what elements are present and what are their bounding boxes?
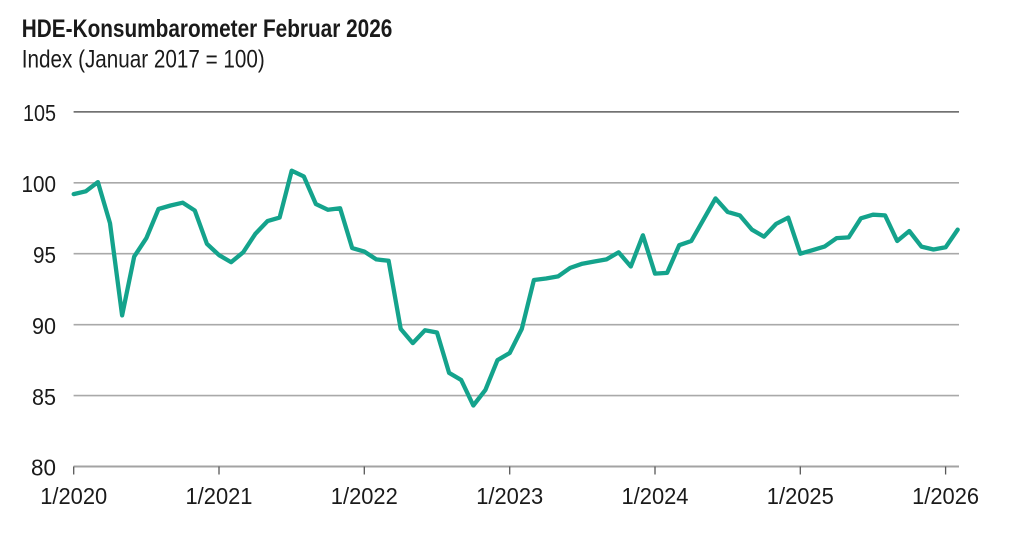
svg-text:Index (Januar 2017 = 100): Index (Januar 2017 = 100) (22, 45, 265, 73)
svg-text:85: 85 (32, 384, 56, 410)
svg-text:1/2020: 1/2020 (40, 483, 107, 509)
svg-text:HDE-Konsumbarometer Februar 20: HDE-Konsumbarometer Februar 2026 (22, 15, 393, 43)
svg-text:90: 90 (32, 313, 56, 339)
svg-text:1/2023: 1/2023 (476, 483, 543, 509)
svg-text:105: 105 (23, 100, 56, 126)
svg-text:100: 100 (22, 171, 57, 197)
svg-text:1/2025: 1/2025 (767, 483, 834, 509)
svg-text:95: 95 (33, 242, 56, 268)
svg-text:80: 80 (31, 455, 56, 481)
svg-text:1/2021: 1/2021 (186, 483, 253, 509)
svg-text:1/2024: 1/2024 (622, 483, 689, 509)
svg-text:1/2026: 1/2026 (912, 483, 979, 509)
svg-text:1/2022: 1/2022 (331, 483, 398, 509)
